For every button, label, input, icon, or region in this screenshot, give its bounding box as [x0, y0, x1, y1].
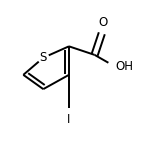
Text: S: S: [40, 51, 47, 64]
Text: OH: OH: [115, 60, 133, 73]
Text: O: O: [99, 16, 108, 29]
Text: I: I: [67, 113, 71, 126]
